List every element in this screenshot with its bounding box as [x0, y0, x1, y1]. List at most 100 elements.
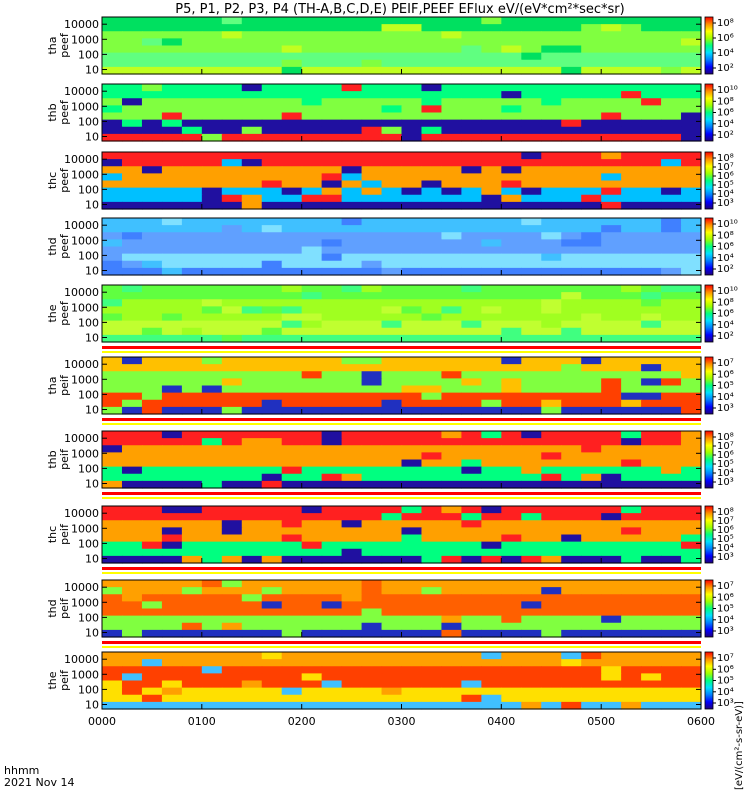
spectrogram-cell — [201, 320, 223, 329]
spectrogram-cell — [621, 601, 642, 610]
spectrogram-cell — [661, 126, 682, 135]
colorbar-tick-label: 10⁴ — [717, 320, 734, 331]
spectrogram-cell — [141, 299, 163, 307]
spectrogram-cell — [241, 201, 263, 210]
spectrogram-cell — [561, 615, 582, 624]
spectrogram-cell — [321, 285, 343, 293]
spectrogram-cell — [381, 445, 403, 453]
spectrogram-cell — [561, 313, 582, 322]
spectrogram-cell — [201, 38, 223, 47]
spectrogram-cell — [161, 285, 183, 293]
spectrogram-cell — [102, 225, 123, 233]
spectrogram-cell — [561, 385, 582, 394]
spectrogram-cell — [241, 91, 263, 99]
spectrogram-cell — [641, 320, 662, 329]
spectrogram-cell — [441, 506, 462, 514]
spectrogram-cell — [221, 45, 243, 54]
spectrogram-cell — [321, 406, 343, 415]
spectrogram-cell — [361, 513, 383, 521]
spectrogram-cell — [181, 31, 203, 39]
spectrogram-cell — [621, 555, 642, 564]
colorbar-tick-label: 10³ — [717, 552, 734, 563]
spectrogram-cell — [161, 506, 183, 514]
spectrogram-cell — [361, 399, 383, 408]
spectrogram-cell — [361, 431, 383, 439]
spectrogram-cell — [521, 580, 542, 588]
spectrogram-cell — [561, 225, 582, 233]
spectrogram-cell — [601, 91, 622, 99]
spectrogram-cell — [181, 105, 203, 114]
spectrogram-cell — [581, 587, 602, 595]
spectrogram-cell — [221, 253, 243, 262]
spectrogram-cell — [181, 84, 203, 92]
spectrogram-cell — [641, 52, 662, 61]
spectrogram-cell — [102, 406, 123, 415]
spectrogram-cell — [221, 91, 243, 99]
colorbar-tick-label: 10⁸ — [717, 432, 734, 443]
spectrogram-cell — [641, 445, 662, 453]
spectrogram-cell — [241, 306, 263, 315]
spectrogram-cell — [261, 378, 283, 387]
spectrogram-cell — [401, 357, 423, 365]
spectrogram-cell — [401, 31, 423, 39]
spectrogram-cell — [141, 378, 163, 387]
spectrogram-cell — [321, 320, 343, 329]
spectrogram-cell — [121, 17, 143, 25]
spectrogram-cell — [641, 357, 662, 365]
spectrogram-cell — [561, 24, 582, 32]
spectrogram-cell — [121, 555, 143, 564]
spectrogram-cell — [161, 534, 183, 543]
spectrogram-cell — [121, 629, 143, 638]
spectrogram-cell — [541, 466, 562, 475]
quality-bar — [102, 572, 701, 574]
spectrogram-cell — [281, 112, 303, 121]
spectrogram-cell — [421, 520, 443, 528]
spectrogram-cell — [341, 52, 363, 61]
y-tick-label: 1000 — [71, 522, 99, 535]
spectrogram-cell — [421, 506, 443, 514]
spectrogram-cell — [601, 594, 622, 602]
spectrogram-cell — [401, 608, 423, 617]
spectrogram-cell — [321, 459, 343, 468]
spectrogram-cell — [102, 431, 123, 439]
spectrogram-cell — [241, 687, 263, 696]
spectrogram-cell — [221, 119, 243, 128]
spectrogram-cell — [461, 126, 482, 135]
colorbar-tick-label: 10⁷ — [717, 581, 734, 592]
spectrogram-cell — [681, 513, 702, 521]
spectrogram-cell — [121, 24, 143, 32]
spectrogram-cell — [301, 534, 323, 543]
spectrogram-cell — [201, 306, 223, 315]
spectrogram-cell — [341, 527, 363, 536]
spectrogram-cell — [381, 112, 403, 121]
spectrogram-cell — [481, 126, 502, 135]
spectrogram-cell — [201, 334, 223, 343]
spectrogram-cell — [521, 431, 542, 439]
spectrogram-cell — [421, 629, 443, 638]
spectrogram-cell — [681, 452, 702, 461]
spectrogram-cell — [341, 260, 363, 269]
spectrogram-cell — [401, 299, 423, 307]
spectrogram-cell — [261, 701, 283, 710]
spectrogram-cell — [401, 334, 423, 343]
spectrogram-cell — [121, 66, 143, 75]
y-tick-label: 10000 — [64, 18, 99, 31]
spectrogram-cell — [661, 680, 682, 689]
spectrogram-cell — [261, 267, 283, 276]
spectrogram-cell — [661, 218, 682, 226]
spectrogram-cell — [681, 31, 702, 39]
spectrogram-cell — [181, 445, 203, 453]
spectrogram-cell — [481, 38, 502, 47]
spectrogram-cell — [441, 555, 462, 564]
spectrogram-cell — [581, 673, 602, 682]
spectrogram-cell — [641, 659, 662, 667]
spectrogram-cell — [661, 555, 682, 564]
spectrogram-cell — [541, 66, 562, 75]
spectrogram-cell — [221, 680, 243, 689]
spectrogram-cell — [361, 98, 383, 106]
spectrogram-cell — [461, 66, 482, 75]
spectrogram-cell — [461, 133, 482, 142]
spectrogram-cell — [421, 225, 443, 233]
spectrogram-cell — [201, 445, 223, 453]
spectrogram-cell — [381, 473, 403, 482]
